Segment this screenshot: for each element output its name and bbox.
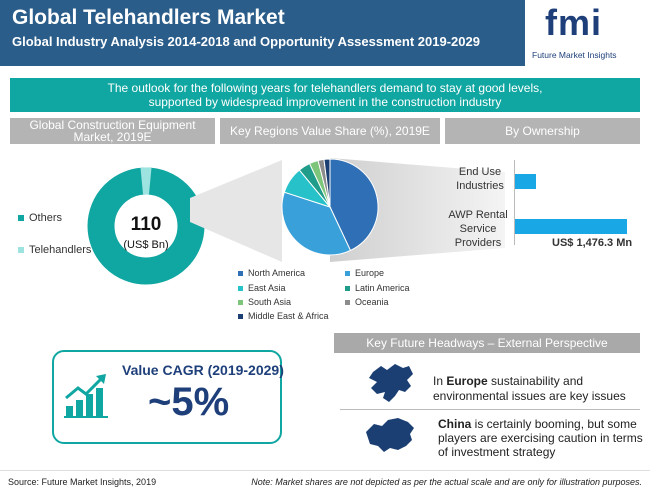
europe-rest: sustainability and xyxy=(487,374,584,388)
china-map-icon xyxy=(366,418,414,452)
legend-label: Oceania xyxy=(355,297,389,307)
region-legend-item: Middle East & Africa xyxy=(238,311,329,321)
china-line-2: players are exercising caution in terms xyxy=(438,431,643,445)
ownership-header: By Ownership xyxy=(445,118,640,144)
cagr-value: ~5% xyxy=(148,380,230,424)
legend-swatch xyxy=(345,286,350,292)
legend-label: East Asia xyxy=(248,283,286,293)
donut-legend-telehandlers: Telehandlers xyxy=(18,244,91,256)
europe-prefix: In xyxy=(433,374,447,388)
region-legend-item: East Asia xyxy=(238,283,286,293)
growth-chart-icon xyxy=(64,374,108,418)
region-legend-item: Oceania xyxy=(345,297,389,307)
donut-center-unit: (US$ Bn) xyxy=(123,239,168,251)
banner-line-2: supported by widespread improvement in t… xyxy=(148,95,502,109)
legend-swatch xyxy=(238,300,243,306)
logo-tagline: Future Market Insights xyxy=(532,50,617,60)
legend-label: North America xyxy=(248,268,306,278)
legend-swatch xyxy=(345,300,350,306)
legend-label: Telehandlers xyxy=(29,244,92,256)
headways-header: Key Future Headways – External Perspecti… xyxy=(334,333,640,353)
china-rest: is certainly booming, but some xyxy=(471,417,637,431)
page-title: Global Telehandlers Market xyxy=(12,6,285,29)
legend-label: Europe xyxy=(355,268,385,278)
outlook-banner: The outlook for the following years for … xyxy=(10,78,640,112)
construction-header: Global Construction Equipment Market, 20… xyxy=(10,118,215,144)
legend-swatch xyxy=(238,314,243,320)
region-legend-item: Europe xyxy=(345,268,384,278)
china-bold: China xyxy=(438,417,472,431)
logo-text: fmi xyxy=(545,2,602,43)
cagr-label: Value CAGR (2019-2029) xyxy=(122,362,284,378)
bar-label-awp: AWP Rental Service Providers xyxy=(448,209,508,249)
headway-divider xyxy=(340,409,640,410)
region-legend-item: South Asia xyxy=(238,297,291,307)
bar-label-end-use: End Use Industries xyxy=(456,166,504,192)
page-subtitle: Global Industry Analysis 2014-2018 and O… xyxy=(12,34,480,49)
footer: Source: Future Market Insights, 2019 Not… xyxy=(0,470,650,492)
bar-data-label-awp: US$ 1,476.3 Mn xyxy=(552,237,633,249)
regions-header: Key Regions Value Share (%), 2019E xyxy=(220,118,440,144)
china-line-3: of investment strategy xyxy=(438,445,556,459)
regions-pie-chart xyxy=(281,158,379,256)
footer-note: Note: Market shares are not depicted as … xyxy=(251,477,642,487)
legend-swatch xyxy=(18,247,24,254)
logo xyxy=(525,0,650,66)
bar-axis xyxy=(514,160,515,245)
construction-donut-chart: 110 (US$ Bn) xyxy=(87,167,205,285)
legend-swatch xyxy=(18,215,24,222)
pie-slice-middle-east-africa xyxy=(323,158,331,208)
legend-label: Latin America xyxy=(355,283,410,293)
bar-awp-rental xyxy=(515,219,627,234)
pie-slice-europe xyxy=(281,191,352,256)
legend-label: Others xyxy=(29,212,63,224)
bar-end-use-industries xyxy=(515,174,537,189)
banner-line-1: The outlook for the following years for … xyxy=(107,81,543,95)
cagr-box xyxy=(52,350,282,444)
legend-swatch xyxy=(238,271,243,277)
headway-china-text: China is certainly booming, but some pla… xyxy=(438,417,643,459)
legend-label: Middle East & Africa xyxy=(248,311,329,321)
legend-swatch xyxy=(345,271,350,277)
region-legend-item: North America xyxy=(238,268,305,278)
legend-swatch xyxy=(238,286,243,292)
region-legend-item: Latin America xyxy=(345,283,410,293)
europe-bold: Europe xyxy=(446,374,488,388)
footer-source: Source: Future Market Insights, 2019 xyxy=(8,477,157,487)
donut-legend-others: Others xyxy=(18,212,62,224)
headway-europe-text: In Europe sustainability and environment… xyxy=(433,374,626,404)
europe-line-2: environmental issues are key issues xyxy=(433,389,626,403)
europe-map-icon xyxy=(369,364,413,402)
pie-slice-north-america xyxy=(329,158,379,252)
legend-label: South Asia xyxy=(248,297,292,307)
donut-center-value: 110 xyxy=(131,214,162,235)
